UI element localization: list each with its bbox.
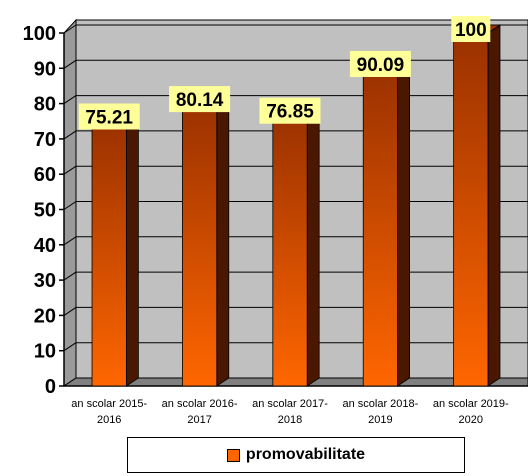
data-label-box [78,103,140,130]
x-category-label-line: 2016 [97,414,121,426]
x-category-label: an scolar 2016- 2017 [162,398,238,426]
data-label-box [169,86,231,113]
data-label: 90.09 [349,50,411,77]
data-label: 75.21 [78,103,140,130]
y-tick-label: 10 [34,341,56,363]
bar-side-face [487,24,501,387]
legend: promovabilitate [127,437,465,473]
x-category-label-line: an scolar 2018- [342,398,418,410]
bar-chart: 0 10 20 30 40 50 60 70 80 90 100 an scolar 2015- 20… [23,16,528,426]
bar [181,94,231,387]
y-tick-label: 50 [34,200,56,222]
legend-label: promovabilitate [245,446,366,463]
bar [271,105,321,387]
gridline-diagonal [63,165,77,175]
y-tick-label: 80 [34,94,56,116]
gridline-diagonal [63,201,77,210]
y-tick-label: 100 [23,23,56,45]
x-category-label-line: 2019 [368,414,392,426]
y-tick-label: 70 [34,129,56,151]
y-axis-ticks: 0 10 20 30 40 50 60 70 80 90 100 [23,23,64,398]
gridline-diagonal [63,236,77,246]
data-label-box [349,50,411,77]
data-label-box [451,16,491,42]
gridline-diagonal [63,342,77,352]
x-category-label: an scolar 2017- 2018 [252,398,328,426]
x-category-label-line: an scolar 2016- [162,398,238,410]
gridline-diagonal [63,24,77,34]
data-label: 100 [451,16,491,42]
y-tick-label: 60 [34,164,56,186]
x-category-label-line: an scolar 2017- [252,398,328,410]
bar [452,24,502,387]
x-category-label-line: 2018 [278,414,302,426]
data-label-text: 76.85 [266,102,314,123]
gridline-diagonal [63,130,77,140]
bar [361,59,411,387]
data-label: 76.85 [259,97,321,124]
y-tick-label: 90 [34,58,56,80]
gridline-diagonal [63,306,77,316]
y-tick-label: 40 [34,235,56,257]
bar-front-face [182,102,218,387]
x-category-label: an scolar 2018- 2019 [342,398,418,426]
bar-side-face [216,94,230,387]
data-labels: 75.21 80.14 76.85 90.09 100 [78,16,491,130]
data-label-box [259,97,321,124]
x-category-label-line: 2020 [459,414,483,426]
bar-side-face [125,111,139,387]
y-tick-label: 30 [34,270,56,292]
legend-swatch [226,448,240,462]
x-category-label-line: an scolar 2019- [433,398,509,410]
bar [90,111,140,387]
x-category-label: an scolar 2019- 2020 [433,398,509,426]
bar-front-face [91,120,127,387]
gridline-diagonal [63,271,77,281]
bar-side-face [397,59,410,387]
bar-front-face [453,32,489,387]
data-label: 80.14 [169,86,231,113]
gridline-diagonal [63,59,77,69]
bar-front-face [272,114,308,387]
y-tick-label: 0 [45,376,56,398]
data-label-text: 90.09 [357,55,405,76]
gridline-diagonal [63,95,77,105]
x-category-label-line: 2017 [187,414,211,426]
x-category-label: an scolar 2015- 2016 [71,398,147,426]
x-category-label-line: an scolar 2015- [71,398,147,410]
data-label-text: 75.21 [85,108,133,129]
y-tick-label: 20 [34,305,56,327]
bars [90,24,502,387]
data-label-text: 100 [455,20,487,41]
bar-side-face [306,105,320,387]
data-label-text: 80.14 [176,90,224,111]
bar-front-face [362,67,398,387]
